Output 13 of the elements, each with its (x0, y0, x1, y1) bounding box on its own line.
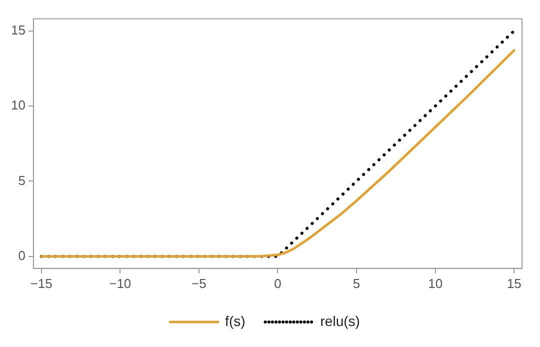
x-tick-label: −5 (192, 276, 206, 291)
x-tick-label: 15 (506, 276, 522, 291)
x-tick-label: −10 (109, 276, 132, 291)
y-tick-label: 5 (18, 172, 26, 188)
x-tick-label: 0 (274, 276, 282, 291)
legend-label: relu(s) (320, 312, 360, 329)
y-tick-label: 10 (10, 98, 26, 113)
y-tick-label: 15 (10, 22, 26, 38)
x-tick-label: 5 (352, 276, 360, 291)
x-tick-label: 10 (428, 276, 443, 291)
y-tick-label: 0 (18, 248, 26, 263)
legend-label: f(s) (225, 312, 246, 329)
x-tick-label: −15 (30, 276, 52, 291)
